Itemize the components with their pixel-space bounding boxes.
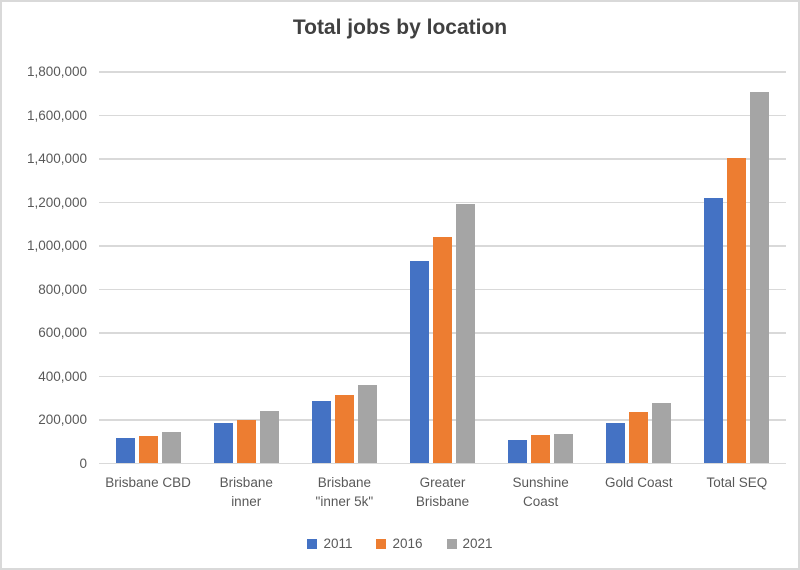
- legend-item-2016: 2016: [376, 536, 423, 551]
- bar-2016-gold-coast: [629, 412, 649, 464]
- chart-title: Total jobs by location: [292, 16, 508, 39]
- y-axis-tick-label: 1,600,000: [26, 107, 87, 123]
- bar-2011-sunshine-coast: [508, 440, 528, 464]
- bar-2011-brisbane-cbd: [115, 438, 135, 464]
- y-axis-tick-label: 0: [79, 455, 87, 471]
- bar-2021-sunshine-coast: [554, 433, 574, 464]
- x-axis-label-sunshine-coast: Sunshine Coast: [512, 475, 569, 509]
- bar-2016-greater-brisbane: [433, 237, 452, 464]
- bar-2011-brisbane-inner-5k: [311, 400, 331, 464]
- x-axis-label-total-seq: Total SEQ: [706, 475, 768, 490]
- bar-2021-brisbane-inner: [259, 411, 279, 464]
- y-axis-tick-label: 800,000: [38, 281, 87, 297]
- legend-label-2016: 2016: [392, 536, 423, 551]
- x-axis-label-brisbane-inner-5k: Brisbane "inner 5k": [315, 475, 374, 509]
- gridline: [99, 71, 786, 73]
- y-axis-tick-label: 1,800,000: [26, 64, 87, 79]
- y-axis-tick-label: 1,400,000: [26, 151, 87, 166]
- y-axis-tick-label: 600,000: [38, 325, 87, 340]
- gridline: [99, 462, 786, 465]
- legend-item-2011: 2011: [307, 536, 352, 551]
- bar-2016-brisbane-inner: [236, 419, 256, 464]
- legend-label-2021: 2021: [462, 536, 493, 551]
- bar-2011-brisbane-inner: [213, 423, 233, 464]
- bar-2016-brisbane-cbd: [138, 435, 158, 464]
- x-axis-label-brisbane-inner: Brisbane inner: [219, 475, 273, 509]
- x-axis-label-brisbane-cbd: Brisbane CBD: [105, 475, 191, 490]
- bar-2021-gold-coast: [652, 403, 672, 464]
- bar-2011-gold-coast: [606, 422, 626, 464]
- legend: 2011 2016 2021: [2, 536, 798, 551]
- x-axis-label-gold-coast: Gold Coast: [605, 475, 673, 490]
- y-axis-tick-label: 1,000,000: [26, 238, 87, 253]
- bar-2021-greater-brisbane: [456, 203, 475, 464]
- bar-2016-total-seq: [727, 157, 747, 464]
- y-axis-tick-label: 200,000: [38, 412, 87, 427]
- bar-2011-greater-brisbane: [410, 261, 429, 464]
- gridline: [99, 114, 786, 117]
- gridline: [99, 201, 786, 204]
- y-axis-tick-label: 1,200,000: [26, 194, 87, 210]
- y-axis-tick-label: 400,000: [38, 368, 87, 384]
- bar-2016-sunshine-coast: [531, 435, 551, 464]
- x-axis-label-greater-brisbane: Greater Brisbane: [415, 475, 470, 509]
- bar-2021-brisbane-cbd: [161, 431, 181, 464]
- bar-2011-total-seq: [704, 198, 724, 464]
- gridline: [99, 158, 786, 160]
- legend-swatch-2011: [307, 538, 318, 549]
- legend-item-2021: 2021: [446, 536, 493, 551]
- bar-2021-total-seq: [750, 92, 770, 464]
- legend-swatch-2021: [446, 538, 457, 549]
- bar-2016-brisbane-inner-5k: [334, 394, 354, 464]
- bar-2021-brisbane-inner-5k: [357, 384, 377, 464]
- legend-label-2011: 2011: [323, 536, 353, 551]
- legend-swatch-2016: [376, 538, 387, 549]
